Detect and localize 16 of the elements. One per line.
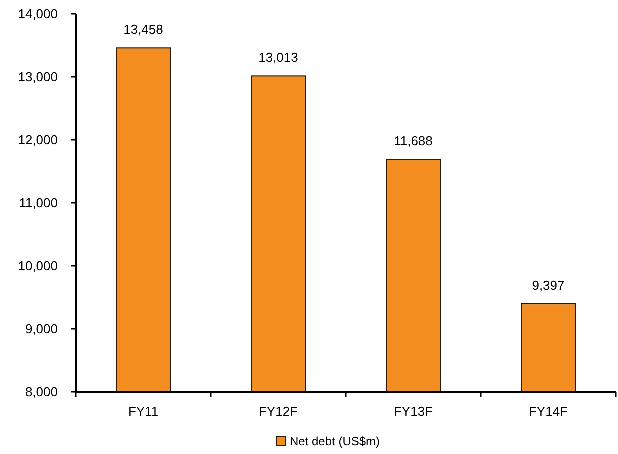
- x-tick-label: FY12F: [258, 404, 298, 419]
- y-tick-label: 14,000: [18, 6, 58, 22]
- y-tick-label: 13,000: [18, 70, 58, 85]
- x-tick-label: FY13F: [394, 404, 434, 419]
- text: 13,458: [124, 22, 164, 38]
- y-tick-label: 12,000: [18, 132, 58, 148]
- text: 11,688: [394, 134, 433, 149]
- y-tick-label: 10,000: [18, 258, 58, 274]
- x-tick-label: FY11: [128, 404, 159, 419]
- text: 9,397: [532, 278, 565, 293]
- y-tick-label: 9,000: [25, 322, 58, 337]
- legend-label: Net debt (US$m): [290, 434, 380, 449]
- y-tick-label: 8,000: [25, 384, 58, 400]
- y-tick-label: 11,000: [19, 196, 58, 211]
- text: 13,013: [258, 50, 298, 66]
- x-tick-label: FY14F: [528, 404, 568, 419]
